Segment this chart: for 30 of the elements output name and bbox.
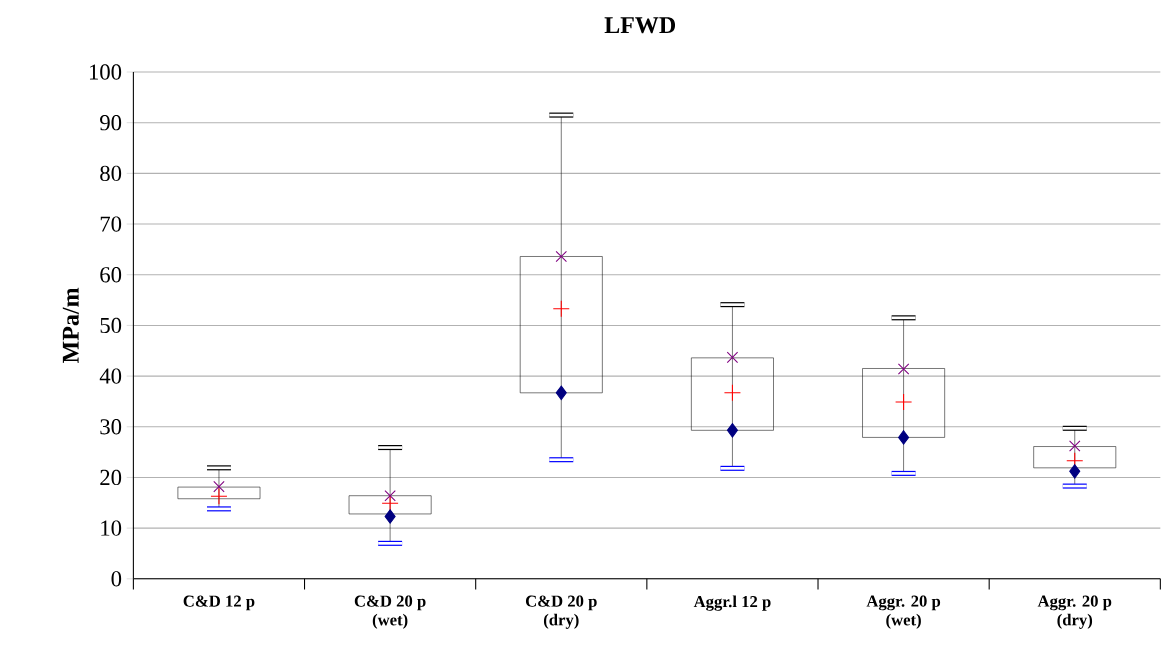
x-tick-label: C&D 20 p (dry) [525, 595, 597, 629]
point [1069, 464, 1081, 479]
y-tick-label: 10 [101, 520, 122, 536]
y-tick-label: 70 [100, 216, 122, 232]
point [897, 363, 910, 375]
x-tick-label: Aggr. 20 p (wet) [866, 595, 941, 629]
point [1069, 440, 1081, 452]
x-tick-label: Aggr.l 12 p [693, 595, 771, 611]
point [726, 351, 739, 364]
point [726, 423, 738, 438]
point [555, 250, 567, 263]
point [213, 480, 225, 493]
point [555, 385, 567, 401]
point [384, 509, 396, 524]
y-tick-label: 80 [100, 165, 122, 182]
point [898, 430, 910, 445]
x-tick-label: C&D 12 p [183, 595, 255, 611]
y-tick-label: 30 [100, 419, 122, 435]
y-tick-label: 100 [89, 64, 122, 80]
y-tick-label: 40 [99, 368, 122, 384]
point [384, 490, 396, 502]
chart-title: LFWD [604, 17, 676, 34]
x-tick-label: C&D 20 p (wet) [354, 595, 426, 629]
y-tick-label: 20 [100, 469, 122, 486]
y-axis-title: MPa/m [62, 287, 79, 364]
y-tick-label: 90 [100, 115, 122, 131]
y-tick-label: 60 [100, 267, 122, 283]
y-tick-label: 0 [111, 571, 122, 587]
x-tick-label: Aggr. 20 p (dry) [1037, 595, 1112, 629]
y-tick-label: 50 [100, 317, 122, 334]
